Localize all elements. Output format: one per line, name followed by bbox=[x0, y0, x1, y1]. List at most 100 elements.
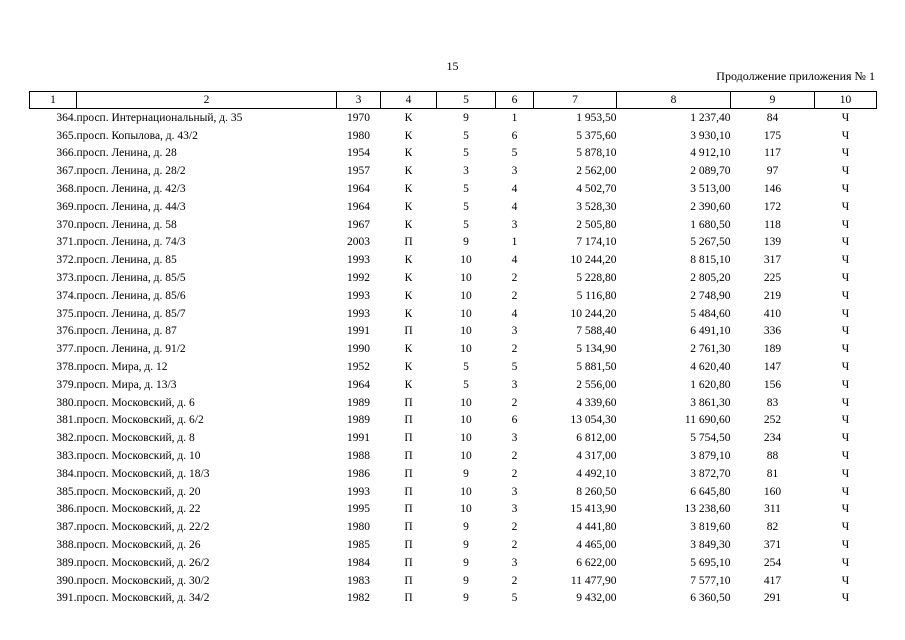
floors-cell: 5 bbox=[463, 129, 469, 142]
residents-cell: 118 bbox=[764, 218, 781, 231]
wall-material-cell: П bbox=[404, 592, 413, 605]
wall-material-cell: К bbox=[404, 378, 413, 391]
wall-material-cell: К bbox=[404, 254, 413, 267]
entrances-cell: 3 bbox=[511, 556, 518, 569]
address-cell: просп. Мира, д. 12 bbox=[76, 361, 168, 374]
table-row: 389. просп. Московский, д. 26/2 1984 П 9 3 6 6… bbox=[30, 554, 877, 572]
residents-cell: 311 bbox=[764, 503, 781, 516]
address-cell: просп. Ленина, д. 91/2 bbox=[76, 343, 186, 356]
living-area-cell: 2 089,70 bbox=[690, 165, 731, 178]
status-cell: Ч bbox=[841, 272, 850, 285]
year-built-cell: 1967 bbox=[347, 218, 370, 231]
total-area-cell: 7 588,40 bbox=[576, 325, 617, 338]
floors-cell: 9 bbox=[463, 592, 469, 605]
floors-cell: 10 bbox=[460, 289, 472, 302]
column-header-2: 2 bbox=[76, 91, 337, 109]
year-built-cell: 1980 bbox=[347, 129, 370, 142]
status-cell: Ч bbox=[841, 343, 850, 356]
entrances-cell: 5 bbox=[511, 592, 518, 605]
row-number-cell: 382. bbox=[56, 432, 77, 445]
year-built-cell: 1989 bbox=[347, 396, 370, 409]
living-area-cell: 2 761,30 bbox=[690, 343, 731, 356]
status-cell: Ч bbox=[841, 503, 850, 516]
entrances-cell: 1 bbox=[511, 236, 518, 249]
table-row: 368. просп. Ленина, д. 42/3 1964 К 5 4 4 502,7… bbox=[30, 180, 877, 198]
status-cell: Ч bbox=[841, 556, 850, 569]
residents-cell: 117 bbox=[764, 147, 781, 160]
wall-material-cell: П bbox=[404, 450, 413, 463]
year-built-cell: 1980 bbox=[347, 521, 370, 534]
floors-cell: 10 bbox=[460, 503, 472, 516]
entrances-cell: 2 bbox=[511, 289, 518, 302]
address-cell: просп. Копылова, д. 43/2 bbox=[76, 129, 198, 142]
living-area-cell: 13 238,60 bbox=[684, 503, 731, 516]
total-area-cell: 4 317,00 bbox=[576, 450, 617, 463]
address-cell: просп. Московский, д. 34/2 bbox=[76, 592, 210, 605]
residents-cell: 410 bbox=[763, 307, 782, 320]
entrances-cell: 5 bbox=[511, 361, 518, 374]
residents-cell: 81 bbox=[766, 467, 779, 480]
total-area-cell: 5 228,80 bbox=[576, 272, 617, 285]
table-row: 372. просп. Ленина, д. 85 1993 К 10 4 10 244,2… bbox=[30, 251, 877, 269]
total-area-cell: 4 502,70 bbox=[576, 183, 617, 196]
year-built-cell: 1993 bbox=[347, 289, 370, 302]
year-built-cell: 1984 bbox=[347, 556, 370, 569]
entrances-cell: 1 bbox=[511, 111, 518, 124]
row-number-cell: 385. bbox=[56, 485, 77, 498]
status-cell: Ч bbox=[841, 592, 850, 605]
year-built-cell: 1964 bbox=[347, 378, 370, 391]
wall-material-cell: К bbox=[404, 183, 413, 196]
floors-cell: 5 bbox=[463, 218, 469, 231]
floors-cell: 9 bbox=[463, 521, 469, 534]
table-row: 382. просп. Московский, д. 8 1991 П 10 3 6 812… bbox=[30, 429, 877, 447]
year-built-cell: 1954 bbox=[347, 147, 370, 160]
table-row: 365. просп. Копылова, д. 43/2 1980 К 5 6 5 375… bbox=[30, 127, 877, 145]
year-built-cell: 1982 bbox=[347, 592, 370, 605]
status-cell: Ч bbox=[841, 521, 850, 534]
year-built-cell: 2003 bbox=[347, 236, 370, 249]
address-cell: просп. Московский, д. 26/2 bbox=[76, 556, 210, 569]
status-cell: Ч bbox=[841, 218, 850, 231]
total-area-cell: 5 878,10 bbox=[576, 147, 617, 160]
living-area-cell: 3 849,30 bbox=[690, 539, 731, 552]
living-area-cell: 4 620,40 bbox=[690, 361, 731, 374]
address-cell: просп. Ленина, д. 44/3 bbox=[76, 200, 186, 213]
wall-material-cell: К bbox=[404, 200, 413, 213]
residents-cell: 172 bbox=[763, 200, 782, 213]
wall-material-cell: П bbox=[404, 414, 413, 427]
year-built-cell: 1993 bbox=[347, 254, 370, 267]
wall-material-cell: К bbox=[404, 111, 413, 124]
total-area-cell: 11 477,90 bbox=[570, 574, 617, 587]
address-cell: просп. Мира, д. 13/3 bbox=[76, 378, 177, 391]
residents-cell: 84 bbox=[766, 111, 779, 124]
floors-cell: 10 bbox=[460, 432, 472, 445]
year-built-cell: 1957 bbox=[347, 165, 370, 178]
living-area-cell: 1 620,80 bbox=[690, 378, 731, 391]
year-built-cell: 1991 bbox=[347, 432, 370, 445]
entrances-cell: 2 bbox=[511, 467, 518, 480]
table-row: 390. просп. Московский, д. 30/2 1983 П 9 2 11 … bbox=[30, 572, 877, 590]
residents-cell: 225 bbox=[763, 272, 782, 285]
living-area-cell: 3 930,10 bbox=[690, 129, 731, 142]
page-number: 15 bbox=[446, 59, 459, 73]
total-area-cell: 8 260,50 bbox=[576, 485, 617, 498]
table-row: 377. просп. Ленина, д. 91/2 1990 К 10 2 5 134,… bbox=[30, 340, 877, 358]
year-built-cell: 1988 bbox=[347, 450, 370, 463]
entrances-cell: 2 bbox=[511, 521, 518, 534]
row-number-cell: 373. bbox=[56, 272, 77, 285]
floors-cell: 5 bbox=[463, 361, 469, 374]
table-row: 375. просп. Ленина, д. 85/7 1993 К 10 4 10 244… bbox=[30, 305, 877, 323]
address-cell: просп. Ленина, д. 74/3 bbox=[76, 236, 186, 249]
table-row: 364. просп. Интернациональный, д. 35 1970 К… bbox=[30, 109, 877, 127]
residents-cell: 82 bbox=[766, 521, 779, 534]
year-built-cell: 1993 bbox=[347, 307, 370, 320]
floors-cell: 10 bbox=[460, 414, 472, 427]
wall-material-cell: П bbox=[404, 325, 413, 338]
residents-cell: 146 bbox=[763, 183, 782, 196]
total-area-cell: 5 375,60 bbox=[576, 129, 617, 142]
status-cell: Ч bbox=[841, 236, 850, 249]
residents-cell: 156 bbox=[763, 378, 782, 391]
row-number-cell: 365. bbox=[56, 129, 77, 142]
total-area-cell: 4 339,60 bbox=[576, 396, 617, 409]
living-area-cell: 6 360,50 bbox=[690, 592, 731, 605]
